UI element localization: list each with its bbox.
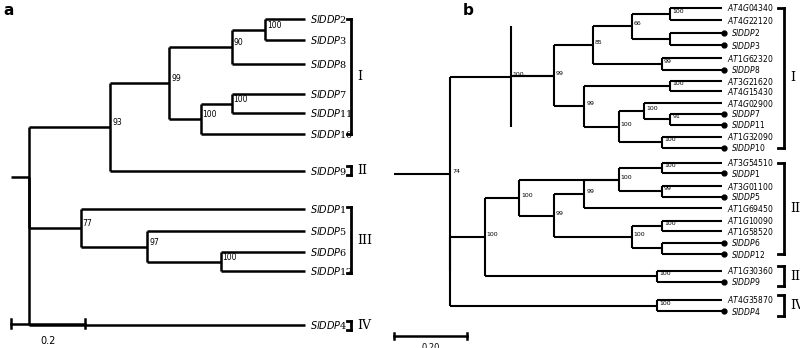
Text: 99: 99 [556, 211, 564, 216]
Text: $\it{SlDDP}$6: $\it{SlDDP}$6 [310, 246, 347, 258]
Text: 85: 85 [594, 40, 602, 45]
Text: 99: 99 [664, 59, 672, 64]
Text: I: I [790, 71, 795, 84]
Text: $\it{AT3G21620}$: $\it{AT3G21620}$ [726, 76, 774, 87]
Text: II: II [790, 270, 800, 283]
Text: 100: 100 [664, 163, 675, 168]
Text: 91: 91 [673, 114, 681, 119]
Text: $\it{SlDDP4}$: $\it{SlDDP4}$ [731, 306, 761, 317]
Text: b: b [463, 3, 474, 18]
Text: 100: 100 [202, 110, 217, 119]
Text: $\it{AT1G30360}$: $\it{AT1G30360}$ [726, 265, 774, 276]
Text: $\it{SlDDP11}$: $\it{SlDDP11}$ [731, 119, 765, 130]
Text: $\it{SlDDP}$10: $\it{SlDDP}$10 [310, 128, 354, 140]
Text: 99: 99 [586, 102, 594, 106]
Text: $\it{AT1G10090}$: $\it{AT1G10090}$ [726, 215, 774, 227]
Text: 100: 100 [659, 271, 671, 276]
Text: 100: 100 [267, 21, 282, 30]
Text: $\it{AT4G02900}$: $\it{AT4G02900}$ [726, 98, 774, 109]
Text: III: III [357, 234, 372, 247]
Text: $\it{SlDDP}$4: $\it{SlDDP}$4 [310, 319, 347, 331]
Text: $\it{SlDDP8}$: $\it{SlDDP8}$ [731, 64, 760, 75]
Text: IV: IV [790, 299, 800, 312]
Text: $\it{AT1G32090}$: $\it{AT1G32090}$ [726, 131, 774, 142]
Text: 99: 99 [171, 74, 181, 83]
Text: $\it{AT3G54510}$: $\it{AT3G54510}$ [726, 157, 774, 168]
Text: 100: 100 [621, 175, 632, 180]
Text: 100: 100 [673, 9, 684, 14]
Text: 77: 77 [83, 219, 93, 228]
Text: IV: IV [357, 319, 371, 332]
Text: 100: 100 [673, 81, 684, 86]
Text: $\it{AT1G62320}$: $\it{AT1G62320}$ [726, 53, 774, 64]
Text: $\it{SlDDP}$5: $\it{SlDDP}$5 [310, 226, 347, 237]
Text: II: II [357, 164, 367, 177]
Text: 90: 90 [234, 38, 243, 47]
Text: $\it{SlDDP}$9: $\it{SlDDP}$9 [310, 165, 347, 176]
Text: $\it{AT3G01100}$: $\it{AT3G01100}$ [726, 181, 774, 192]
Text: $\it{SlDDP9}$: $\it{SlDDP9}$ [731, 276, 761, 287]
Text: $\it{SlDDP}$8: $\it{SlDDP}$8 [310, 58, 347, 70]
Text: 99: 99 [586, 189, 594, 194]
Text: 100: 100 [486, 232, 498, 237]
Text: 100: 100 [664, 137, 675, 142]
Text: $\it{SlDDP}$3: $\it{SlDDP}$3 [310, 34, 347, 46]
Text: $\it{SlDDP6}$: $\it{SlDDP6}$ [731, 237, 761, 248]
Text: III: III [790, 202, 800, 215]
Text: 66: 66 [634, 22, 642, 26]
Text: $\it{AT4G35870}$: $\it{AT4G35870}$ [726, 294, 774, 306]
Text: 74: 74 [452, 169, 460, 174]
Text: $\it{SlDDP}$11: $\it{SlDDP}$11 [310, 107, 353, 119]
Text: 93: 93 [112, 118, 122, 127]
Text: 100: 100 [664, 221, 675, 226]
Text: $\it{AT4G22120}$: $\it{AT4G22120}$ [726, 15, 774, 26]
Text: 100: 100 [222, 253, 237, 262]
Text: I: I [357, 70, 362, 83]
Text: 99: 99 [664, 187, 672, 191]
Text: $\it{SlDDP12}$: $\it{SlDDP12}$ [731, 248, 765, 260]
Text: $\it{AT4G15430}$: $\it{AT4G15430}$ [726, 86, 774, 97]
Text: 0.20: 0.20 [422, 343, 440, 348]
Text: a: a [4, 3, 14, 18]
Text: 100: 100 [621, 122, 632, 127]
Text: 99: 99 [556, 71, 564, 76]
Text: 0.2: 0.2 [40, 336, 55, 346]
Text: 100: 100 [234, 95, 248, 104]
Text: $\it{SlDDP7}$: $\it{SlDDP7}$ [731, 108, 761, 119]
Text: $\it{SlDDP10}$: $\it{SlDDP10}$ [731, 142, 766, 153]
Text: $\it{AT1G58520}$: $\it{AT1G58520}$ [726, 226, 774, 237]
Text: $\it{SlDDP5}$: $\it{SlDDP5}$ [731, 191, 760, 202]
Text: $\it{SlDDP}$7: $\it{SlDDP}$7 [310, 88, 347, 100]
Text: $\it{SlDDP2}$: $\it{SlDDP2}$ [731, 27, 760, 38]
Text: $\it{SlDDP1}$: $\it{SlDDP1}$ [731, 168, 760, 179]
Text: $\it{AT4G04340}$: $\it{AT4G04340}$ [726, 2, 774, 13]
Text: 100: 100 [659, 301, 671, 306]
Text: 100: 100 [513, 72, 524, 77]
Text: 100: 100 [634, 232, 646, 237]
Text: $\it{AT1G69450}$: $\it{AT1G69450}$ [726, 203, 774, 214]
Text: 100: 100 [522, 193, 533, 198]
Text: $\it{SlDDP}$1: $\it{SlDDP}$1 [310, 203, 346, 215]
Text: 100: 100 [646, 106, 658, 111]
Text: $\it{SlDDP}$2: $\it{SlDDP}$2 [310, 13, 347, 25]
Text: 97: 97 [149, 238, 158, 247]
Text: $\it{SlDDP}$12: $\it{SlDDP}$12 [310, 266, 353, 277]
Text: $\it{SlDDP3}$: $\it{SlDDP3}$ [731, 40, 761, 51]
